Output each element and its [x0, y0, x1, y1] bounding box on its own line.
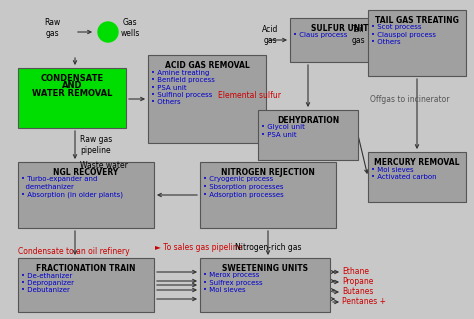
Text: • Absorption (in older plants): • Absorption (in older plants): [21, 191, 123, 198]
Text: Gas
wells: Gas wells: [120, 18, 140, 38]
Text: • Debutanizer: • Debutanizer: [21, 287, 70, 293]
Text: • Sulfrex process: • Sulfrex process: [203, 280, 263, 286]
Text: Propane: Propane: [342, 278, 374, 286]
Text: DEHYDRATION: DEHYDRATION: [277, 116, 339, 125]
Text: WATER REMOVAL: WATER REMOVAL: [32, 89, 112, 98]
Text: • De-ethanizer: • De-ethanizer: [21, 272, 72, 278]
Bar: [148, 55, 266, 143]
Text: Offgas to incinerator: Offgas to incinerator: [370, 95, 449, 105]
Text: SWEETENING UNITS: SWEETENING UNITS: [222, 264, 308, 273]
Text: NGL RECOVERY: NGL RECOVERY: [54, 168, 118, 177]
Bar: [200, 162, 336, 228]
Text: Raw gas
pipeline: Raw gas pipeline: [80, 135, 112, 155]
Text: Condensate to an oil refinery: Condensate to an oil refinery: [18, 248, 129, 256]
Text: • Adsorption processes: • Adsorption processes: [203, 191, 284, 197]
Text: • Mol sieves: • Mol sieves: [371, 167, 414, 173]
Text: • Benfield process: • Benfield process: [151, 77, 215, 83]
Bar: [290, 18, 390, 62]
Text: • Glycol unit: • Glycol unit: [261, 124, 305, 130]
Text: • Depropanizer: • Depropanizer: [21, 280, 74, 286]
Bar: [368, 10, 466, 76]
Text: ACID GAS REMOVAL: ACID GAS REMOVAL: [164, 61, 249, 70]
Bar: [258, 110, 358, 160]
Text: Ethane: Ethane: [342, 268, 369, 277]
Text: • Activated carbon: • Activated carbon: [371, 174, 437, 180]
Text: Pentanes +: Pentanes +: [342, 298, 386, 307]
Text: NITROGEN REJECTION: NITROGEN REJECTION: [221, 168, 315, 177]
Text: • Amine treating: • Amine treating: [151, 70, 210, 76]
Text: Elemental sulfur: Elemental sulfur: [218, 91, 281, 100]
Bar: [18, 162, 154, 228]
Text: AND: AND: [62, 81, 82, 91]
Text: Butanes: Butanes: [342, 287, 374, 296]
Text: • Scot process: • Scot process: [371, 25, 421, 31]
Text: • Clauspol process: • Clauspol process: [371, 32, 436, 38]
Bar: [18, 68, 126, 128]
Text: • Others: • Others: [151, 100, 181, 106]
Text: • Mol sieves: • Mol sieves: [203, 287, 246, 293]
Text: Raw
gas: Raw gas: [44, 18, 60, 38]
Text: demethanizer: demethanizer: [21, 184, 74, 190]
Text: • Claus process: • Claus process: [293, 33, 347, 39]
Bar: [368, 152, 466, 202]
Text: • Turbo-expander and: • Turbo-expander and: [21, 176, 97, 182]
Text: • Sbsorption processes: • Sbsorption processes: [203, 184, 283, 190]
Circle shape: [98, 22, 118, 42]
Text: MERCURY REMOVAL: MERCURY REMOVAL: [374, 158, 460, 167]
Text: • Others: • Others: [371, 40, 401, 46]
Text: • Sulfinol process: • Sulfinol process: [151, 92, 212, 98]
Text: Waste water: Waste water: [80, 160, 128, 169]
Text: Nitrogen-rich gas: Nitrogen-rich gas: [235, 243, 301, 253]
Text: FRACTIONATION TRAIN: FRACTIONATION TRAIN: [36, 264, 136, 273]
Text: Acid
gas: Acid gas: [262, 25, 278, 45]
Text: • PSA unit: • PSA unit: [151, 85, 187, 91]
Text: Tail
gas: Tail gas: [351, 25, 365, 45]
Bar: [200, 258, 330, 312]
Text: • Merox process: • Merox process: [203, 272, 259, 278]
Text: TAIL GAS TREATING: TAIL GAS TREATING: [375, 16, 459, 25]
Text: SULFUR UNIT: SULFUR UNIT: [311, 24, 369, 33]
Text: ► To sales gas pipeline: ► To sales gas pipeline: [155, 243, 242, 253]
Bar: [18, 258, 154, 312]
Text: • PSA unit: • PSA unit: [261, 132, 297, 138]
Text: CONDENSATE: CONDENSATE: [40, 74, 103, 83]
Text: • Cryogenic process: • Cryogenic process: [203, 176, 273, 182]
